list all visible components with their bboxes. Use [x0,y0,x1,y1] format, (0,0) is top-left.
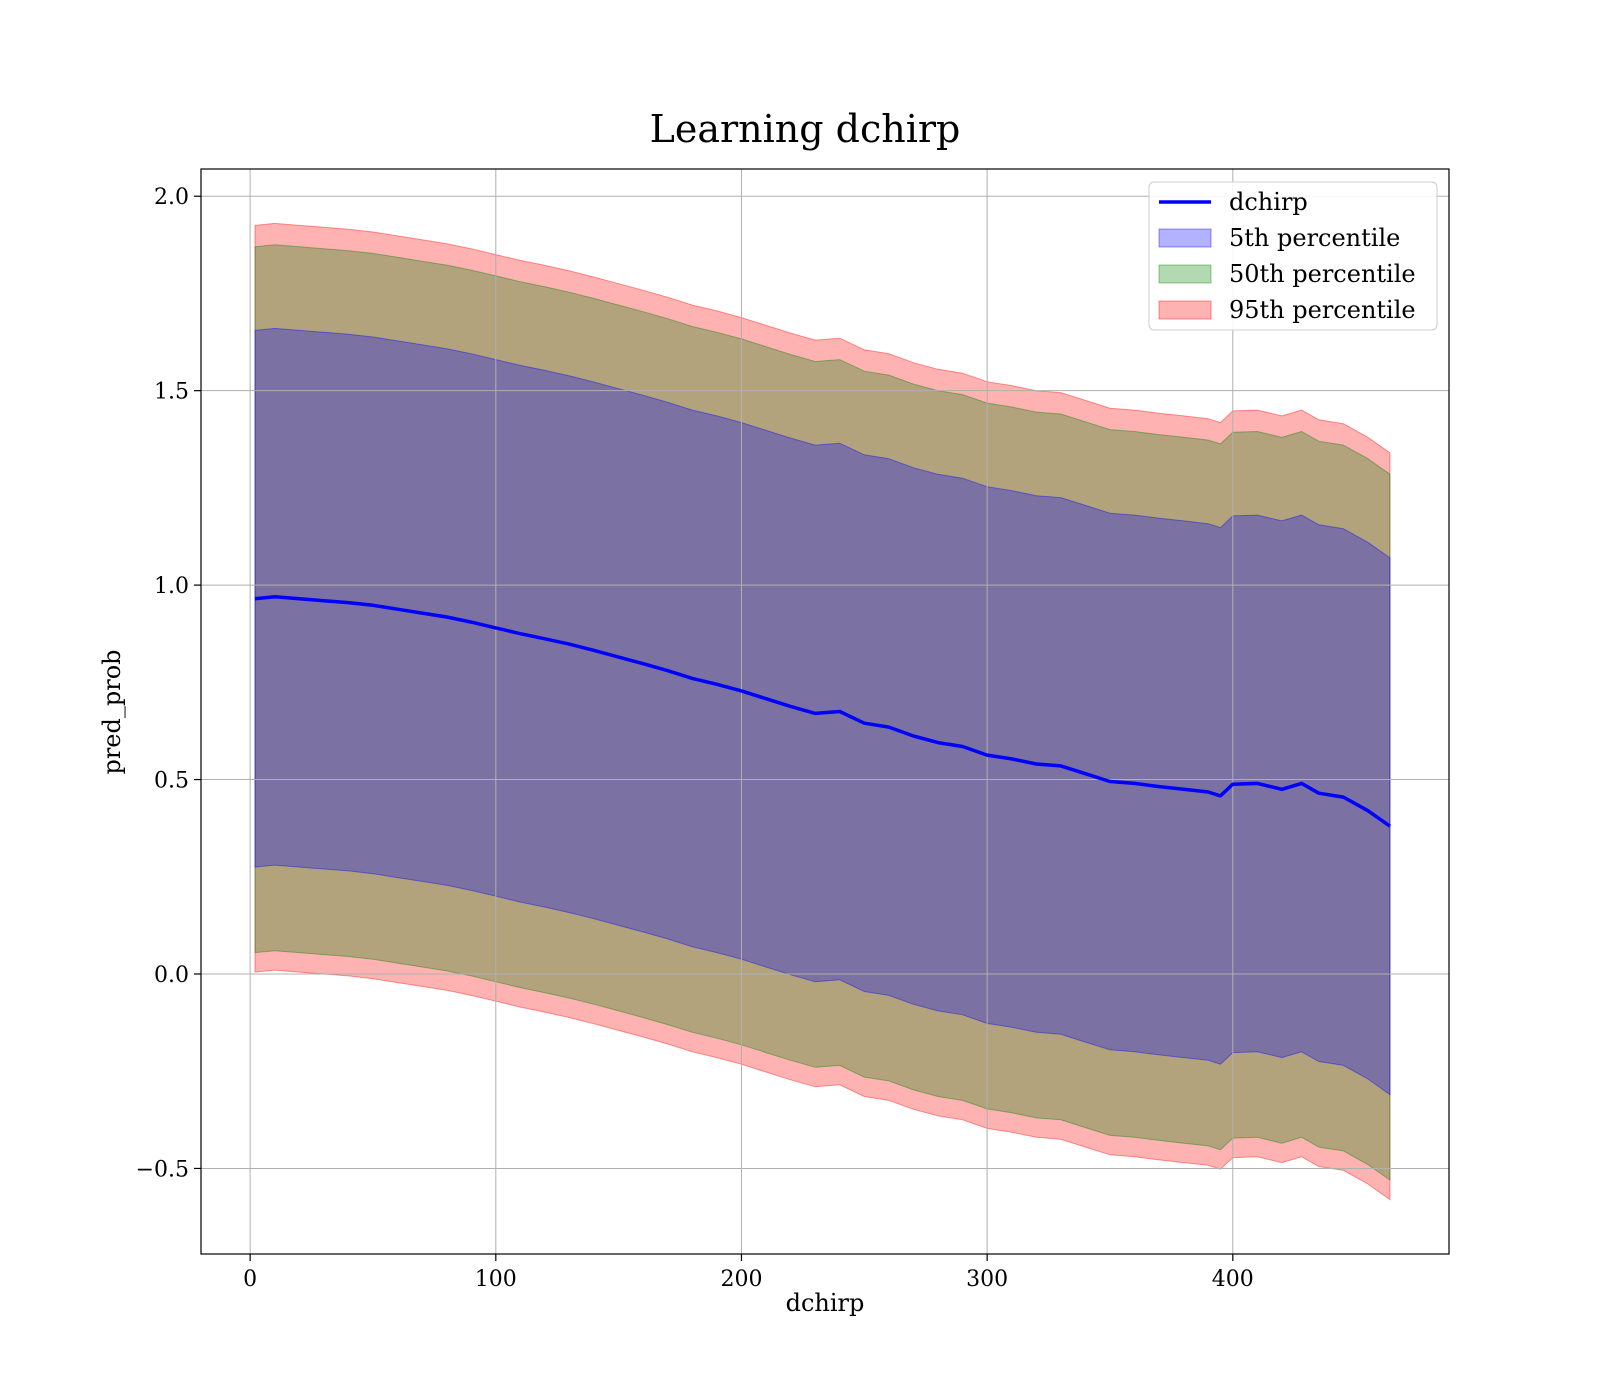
y-tick-label: 0.0 [154,963,189,988]
x-axis-ticks: 0 100 200 300 400 [243,1254,1254,1292]
legend-label-dchirp: dchirp [1229,188,1308,216]
y-axis-ticks: −0.5 0.0 0.5 1.0 1.5 2.0 [136,185,201,1182]
legend-swatch-5th-percentile [1158,228,1212,248]
legend-swatch-50th-percentile [1158,264,1212,284]
legend-box [1148,181,1438,331]
x-axis-label: dchirp [786,1289,865,1317]
y-tick-label: 1.5 [154,380,189,405]
y-tick-label: 2.0 [154,185,189,210]
y-tick-label: 1.0 [154,574,189,599]
legend-label-5th-percentile: 5th percentile [1229,224,1400,252]
x-tick-label: 0 [243,1267,257,1292]
line-layer [254,595,1392,828]
plot-frame [200,168,1450,1255]
x-tick-label: 200 [720,1267,762,1292]
legend-label-95th-percentile: 95th percentile [1229,296,1416,324]
x-tick-label: 100 [475,1267,517,1292]
chart-title: Learning dchirp [650,107,961,151]
x-tick-label: 400 [1212,1267,1254,1292]
y-tick-label: −0.5 [136,1157,189,1182]
legend-swatch-95th-percentile [1158,300,1212,320]
y-axis-label: pred_prob [98,649,126,774]
legend-label-50th-percentile: 50th percentile [1229,260,1416,288]
series-line-dchirp [254,595,1392,828]
legend: dchirp 5th percentile 50th percentile 95th … [1148,181,1438,331]
y-tick-label: 0.5 [154,769,189,794]
x-tick-label: 300 [966,1267,1008,1292]
grid-lines [201,169,1449,1254]
